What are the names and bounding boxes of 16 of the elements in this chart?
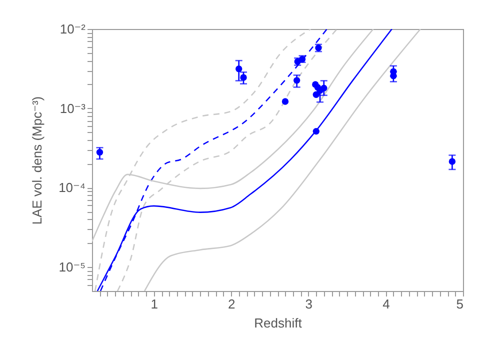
line-series bbox=[144, 29, 422, 291]
x-axis-title: Redshift bbox=[254, 316, 302, 330]
y-tick-label: 10⁻⁵ bbox=[58, 260, 86, 275]
x-tick-label: 1 bbox=[150, 296, 158, 312]
point bbox=[282, 98, 289, 105]
y-tick-label: 10⁻³ bbox=[60, 100, 86, 116]
y-axis-title: LAE vol. dens (Mpc⁻³) bbox=[30, 96, 45, 225]
x-tick-label: 3 bbox=[305, 296, 313, 312]
x-tick-label: 5 bbox=[456, 296, 464, 312]
line-series bbox=[96, 29, 393, 291]
y-tick-label: 10⁻⁴ bbox=[58, 180, 86, 196]
point bbox=[312, 91, 320, 98]
x-tick-label: 2 bbox=[228, 296, 236, 312]
x-tick-label: 4 bbox=[382, 296, 390, 312]
point bbox=[312, 128, 320, 135]
y-tick-label: 10⁻² bbox=[60, 22, 86, 36]
